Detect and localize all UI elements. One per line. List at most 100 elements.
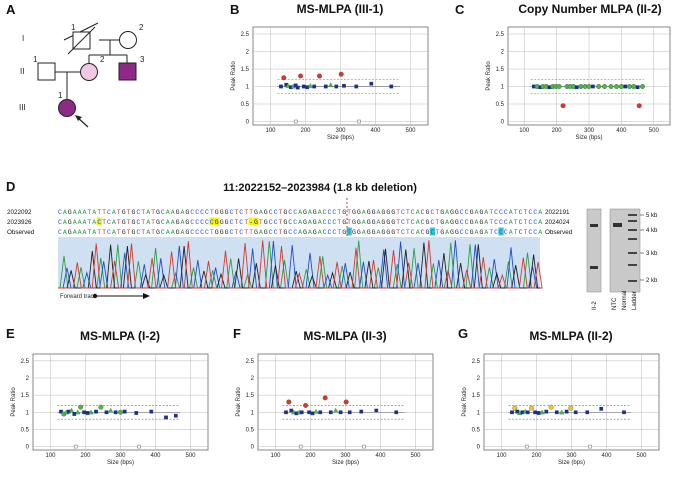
y-tick-label: 2 [501, 50, 505, 56]
y-tick-label: 1 [477, 410, 481, 416]
data-point-square [342, 83, 346, 88]
chart-e: MS-MLPA (I-2) 100 200 300 400 500 0 0.5 1 1.5 2 2.5… [11, 329, 209, 466]
data-point-square [524, 444, 529, 449]
data-point-circle [286, 399, 292, 405]
y-tick-label: 2.5 [241, 32, 250, 38]
panel-letter-f: F [233, 326, 241, 341]
forward-trace-label: Forward trace [60, 294, 98, 300]
y-tick-label: 0.5 [246, 427, 255, 433]
data-point-circle [303, 402, 309, 408]
data-point-square [284, 410, 288, 415]
data-point-square [554, 410, 559, 415]
deceased-mark [67, 26, 96, 55]
x-tick-label: 400 [370, 128, 381, 134]
y-tick-label: 1 [501, 85, 505, 91]
data-point-triangle [333, 407, 339, 413]
lane-label-ladder: Ladder [632, 291, 638, 310]
y-tick-label: 1 [251, 410, 255, 416]
data-point-square [293, 83, 298, 88]
data-point-square [295, 85, 300, 90]
lane-label-normal: Normal [622, 291, 628, 310]
panel-a: A I II III 1 2 1 2 3 1 [6, 2, 145, 128]
data-point-square [293, 119, 298, 124]
mismatch-highlight [96, 217, 102, 226]
data-point-circle [512, 405, 518, 411]
y-axis-label: Peak Ratio [462, 387, 468, 417]
data-point-triangle [68, 407, 75, 413]
data-point-square [328, 410, 333, 415]
chart-f: MS-MLPA (II-3) 100 200 300 400 500 0 0.5 1 1.5 2 2.… [236, 329, 434, 466]
x-tick-label: 200 [552, 128, 563, 134]
sequence-row-label-left: 2023926 [7, 219, 32, 226]
data-point-square [374, 408, 379, 413]
data-point-circle [298, 73, 304, 79]
data-point-square [323, 84, 328, 89]
x-tick-label: 500 [185, 453, 196, 459]
chart-title: MS-MLPA (I-2) [80, 329, 160, 343]
data-point-square [137, 444, 141, 449]
y-axis-label: Peak Ratio [11, 387, 17, 417]
y-tick-label: 2.5 [496, 32, 505, 38]
data-point-square [73, 444, 78, 449]
data-point-square [515, 409, 520, 414]
data-point-square [301, 84, 306, 89]
data-point-circle [586, 84, 592, 89]
data-point-square [122, 409, 127, 414]
id-ii-1: 1 [33, 55, 38, 64]
data-point-circle [578, 84, 584, 89]
marker-3kb: 3 kb [646, 251, 658, 257]
data-point-triangle [328, 82, 334, 88]
sequence-row-label-left: Observed [7, 229, 35, 236]
data-point-triangle [313, 408, 319, 414]
data-point-triangle [75, 409, 81, 415]
data-point-circle [614, 84, 619, 89]
chart-title: MS-MLPA (II-3) [303, 329, 386, 343]
data-point-square [59, 409, 63, 414]
chart-title: MS-MLPA (II-2) [529, 329, 612, 343]
y-tick-label: 0.5 [241, 102, 250, 108]
individual-iii-1 [58, 99, 76, 117]
x-tick-label: 400 [601, 453, 612, 459]
sequence-row-label-right: Observed [545, 229, 573, 236]
x-tick-label: 100 [496, 453, 507, 459]
id-i-1: 1 [71, 23, 76, 32]
generation-label-iii: III [19, 103, 26, 112]
y-tick-label: 0 [246, 120, 250, 126]
y-tick-label: 1.5 [496, 67, 505, 73]
y-tick-label: 0 [501, 120, 505, 126]
y-tick-label: 2 [251, 376, 255, 382]
data-point-square [347, 410, 352, 415]
data-point-circle [602, 84, 608, 89]
data-point-square [574, 85, 579, 90]
data-point-circle [281, 75, 287, 81]
data-point-square [85, 411, 90, 415]
data-point-square [82, 410, 86, 415]
id-ii-2: 2 [100, 55, 105, 64]
y-tick-label: 0.5 [21, 427, 30, 433]
data-point-square [510, 410, 514, 415]
data-point-circle [343, 399, 349, 405]
gel-band-ii2-lower [590, 266, 598, 269]
sequence-row-label-right: 2022191 [545, 209, 570, 216]
x-tick-label: 300 [115, 453, 126, 459]
panel-letter-c: C [455, 2, 465, 17]
sequence-row: CAGAAATACTCATGTGCTATGCAAGAGCCCCCGGGCTCT-… [58, 219, 542, 226]
panel-letter-a: A [6, 2, 16, 17]
lane-label-ii2: II-2 [592, 301, 598, 310]
data-point-circle [636, 103, 642, 109]
generation-label-ii: II [20, 67, 24, 76]
chart-b: MS-MLPA (III-1) 100 200 300 400 500 0 0.5 1 1.5 2 2… [231, 2, 429, 141]
data-point-square [544, 409, 549, 414]
data-point-circle [338, 71, 344, 77]
data-point-square [279, 84, 283, 89]
data-point-square [389, 84, 394, 89]
data-point-square [104, 410, 109, 415]
proband-arrow-icon [75, 115, 89, 128]
ladder-bands [628, 214, 637, 282]
data-point-square [338, 410, 343, 415]
sequence-row: CAGAAATATTCATGTGCTATGCAAGAGCCCCTGGGCTCTT… [58, 209, 542, 216]
data-point-square [533, 410, 537, 415]
lane-label-ntc: NTC [612, 297, 618, 310]
gel-left [586, 208, 602, 293]
